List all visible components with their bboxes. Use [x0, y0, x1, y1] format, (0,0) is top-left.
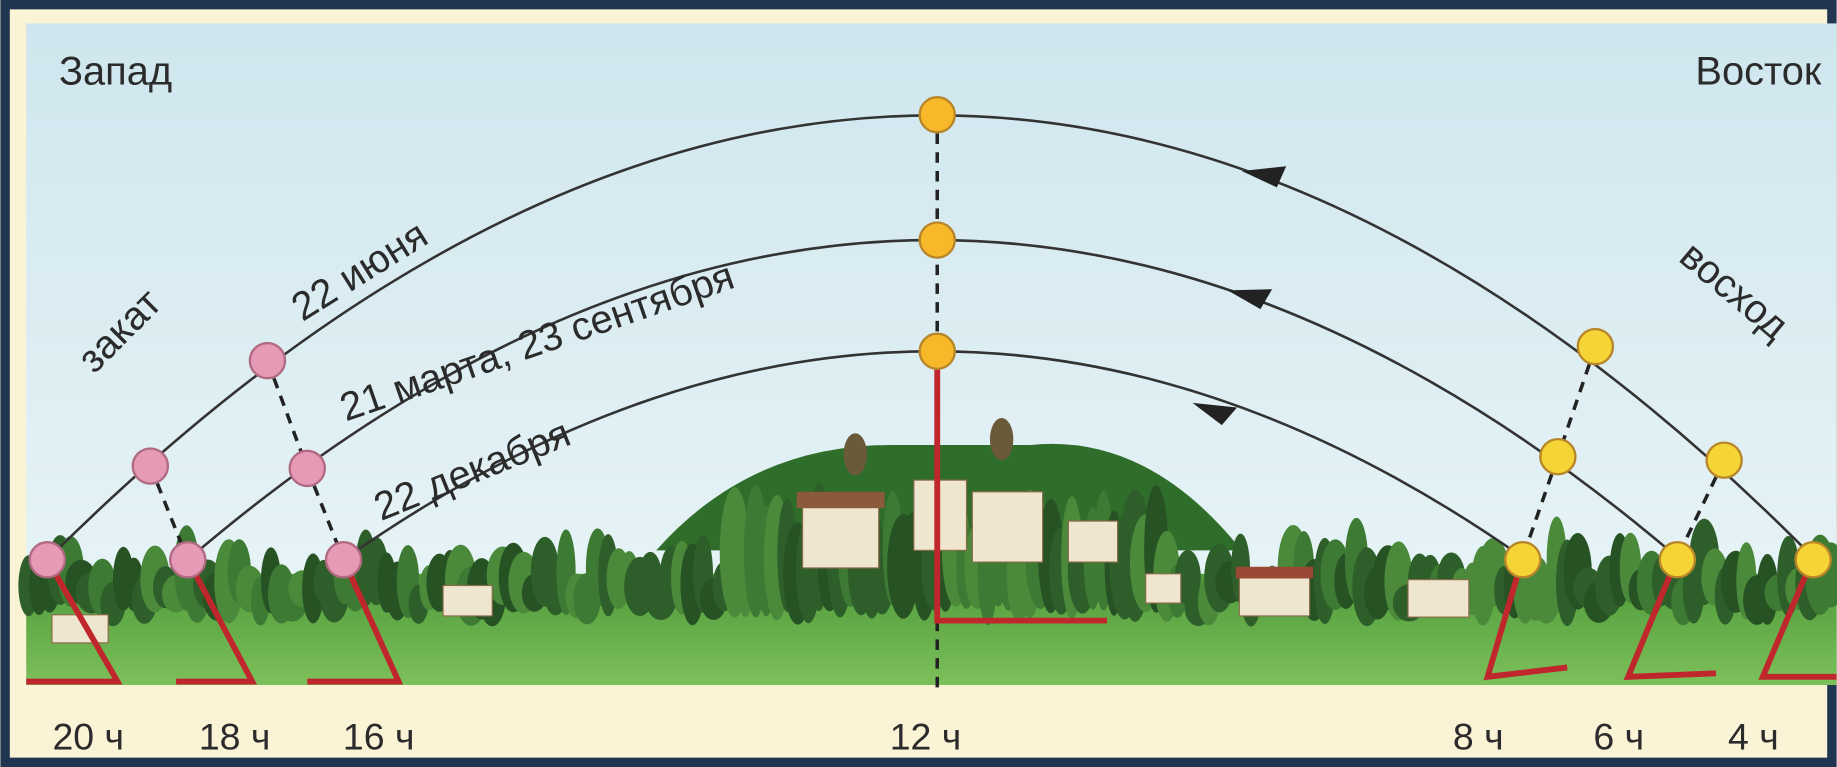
time-label: 20 ч	[52, 715, 124, 757]
time-label: 18 ч	[199, 715, 271, 757]
west-label: Запад	[59, 49, 172, 93]
time-label: 12 ч	[890, 715, 962, 757]
time-label: 4 ч	[1728, 715, 1779, 757]
time-label: 6 ч	[1593, 715, 1644, 757]
time-label: 16 ч	[343, 715, 415, 757]
time-label: 8 ч	[1453, 715, 1504, 757]
east-label: Восток	[1695, 49, 1821, 93]
sun-path-diagram: Запад Восток закат восход 22 июня 21 мар…	[0, 0, 1837, 767]
page: {"labels": {"west": "Запад", "east": "Во…	[0, 0, 1837, 767]
